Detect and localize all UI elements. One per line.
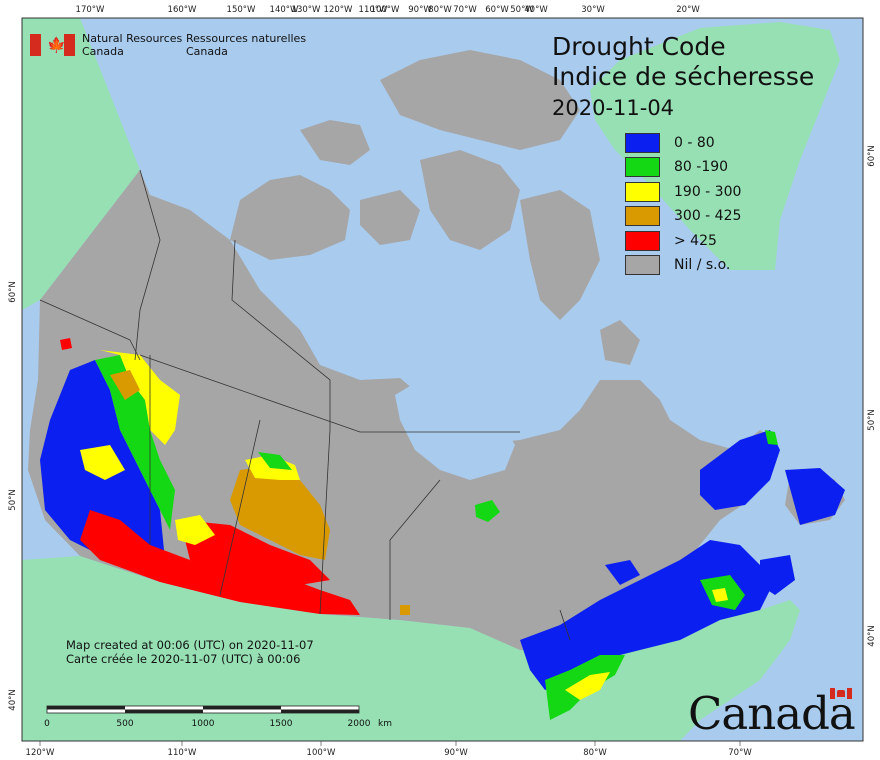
- top-graticule-labels: 170°W 160°W 150°W 140°W 130°W 120°W 110°…: [76, 5, 701, 15]
- creation-note-fr: Carte créée le 2020-11-07 (UTC) à 00:06: [66, 652, 301, 666]
- bottom-label: 70°W: [728, 748, 752, 758]
- legend-item: > 425: [625, 230, 741, 251]
- legend-item: 190 - 300: [625, 181, 741, 202]
- top-label: 60°W: [485, 5, 509, 15]
- scale-bar: 0 500 1000 1500 2000 km: [44, 705, 392, 729]
- right-label: 40°N: [867, 625, 877, 646]
- right-label: 60°N: [867, 145, 877, 166]
- legend-swatch: [625, 230, 660, 251]
- canada-flag-icon: 🍁: [30, 34, 75, 56]
- legend-label: 80 -190: [674, 159, 729, 176]
- top-label: 120°W: [324, 5, 353, 15]
- wordmark-flag-icon: [830, 688, 852, 699]
- top-label: 170°W: [76, 5, 105, 15]
- legend-label: 300 - 425: [674, 208, 742, 225]
- top-label: 80°W: [428, 5, 452, 15]
- provincial-boundaries: [39, 169, 571, 641]
- creation-note: Map created at 00:06 (UTC) on 2020-11-07…: [66, 638, 314, 666]
- scale-tick: 2000: [348, 719, 371, 729]
- legend-swatch: [625, 157, 660, 178]
- legend-swatch: [625, 181, 660, 202]
- top-label: 160°W: [168, 5, 197, 15]
- scale-tick: 1000: [192, 719, 215, 729]
- legend-swatch: [625, 132, 660, 153]
- top-label: 30°W: [581, 5, 605, 15]
- foreign-land: [22, 18, 863, 741]
- scale-tick: 1500: [270, 719, 293, 729]
- top-label: 130°W: [292, 5, 321, 15]
- legend-label: > 425: [674, 232, 717, 249]
- bottom-graticule-labels: 120°W 110°W 100°W 90°W 80°W 70°W: [26, 748, 753, 758]
- creation-note-en: Map created at 00:06 (UTC) on 2020-11-07: [66, 638, 314, 652]
- bottom-label: 120°W: [26, 748, 55, 758]
- top-label: 150°W: [227, 5, 256, 15]
- top-label: 100°W: [371, 5, 400, 15]
- legend-item: 300 - 425: [625, 206, 741, 227]
- legend-swatch: [625, 206, 660, 227]
- scale-tick: 500: [116, 719, 133, 729]
- top-label: 40°W: [524, 5, 548, 15]
- map-frame: [21, 17, 864, 742]
- top-label: 140°W: [270, 5, 299, 15]
- title-block: Drought Code Indice de sécheresse 2020-1…: [552, 32, 814, 122]
- legend-label: 0 - 80: [674, 134, 715, 151]
- legend-item: 80 -190: [625, 157, 741, 178]
- left-label: 60°N: [8, 281, 18, 302]
- left-graticule-labels: 60°N 50°N 40°N: [8, 281, 18, 710]
- top-label: 90°W: [408, 5, 432, 15]
- title-en: Drought Code: [552, 32, 726, 61]
- right-label: 50°N: [867, 409, 877, 430]
- org-name-en: Natural Resources Canada: [82, 32, 183, 58]
- legend-item: 0 - 80: [625, 132, 741, 153]
- scale-tick: 0: [44, 719, 50, 729]
- graticule: [39, 741, 741, 746]
- bottom-label: 90°W: [444, 748, 468, 758]
- left-label: 50°N: [8, 489, 18, 510]
- canada-wordmark-text: Canada: [688, 687, 856, 740]
- top-label: 50°W: [510, 5, 534, 15]
- nrcan-signature: 🍁 Natural Resources Canada Ressources na…: [30, 32, 330, 60]
- canada-wordmark: Canada: [688, 688, 858, 738]
- legend-item: Nil / s.o.: [625, 255, 741, 276]
- bottom-label: 80°W: [583, 748, 607, 758]
- bottom-label: 100°W: [307, 748, 336, 758]
- scale-unit: km: [378, 719, 392, 729]
- map-date: 2020-11-04: [552, 96, 675, 120]
- bottom-label: 110°W: [168, 748, 197, 758]
- legend-swatch: [625, 255, 660, 276]
- legend-label: Nil / s.o.: [674, 257, 731, 274]
- title-fr: Indice de sécheresse: [552, 62, 815, 91]
- drought-code-areas: [40, 338, 845, 720]
- legend: 0 - 80 80 -190 190 - 300 300 - 425 > 425…: [625, 132, 741, 280]
- top-label: 20°W: [676, 5, 700, 15]
- top-label: 70°W: [453, 5, 477, 15]
- left-label: 40°N: [8, 689, 18, 710]
- top-label: 110°W: [359, 5, 388, 15]
- legend-label: 190 - 300: [674, 183, 742, 200]
- right-graticule-labels: 60°N 50°N 40°N: [867, 145, 877, 646]
- org-name-fr: Ressources naturelles Canada: [186, 32, 307, 58]
